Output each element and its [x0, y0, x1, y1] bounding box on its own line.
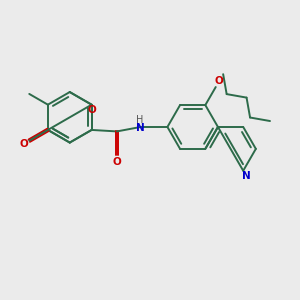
Text: O: O: [87, 105, 96, 115]
Text: N: N: [242, 171, 251, 182]
Text: N: N: [136, 123, 145, 133]
Text: O: O: [19, 139, 28, 149]
Text: O: O: [214, 76, 224, 86]
Text: O: O: [112, 157, 121, 167]
Text: H: H: [136, 115, 144, 124]
